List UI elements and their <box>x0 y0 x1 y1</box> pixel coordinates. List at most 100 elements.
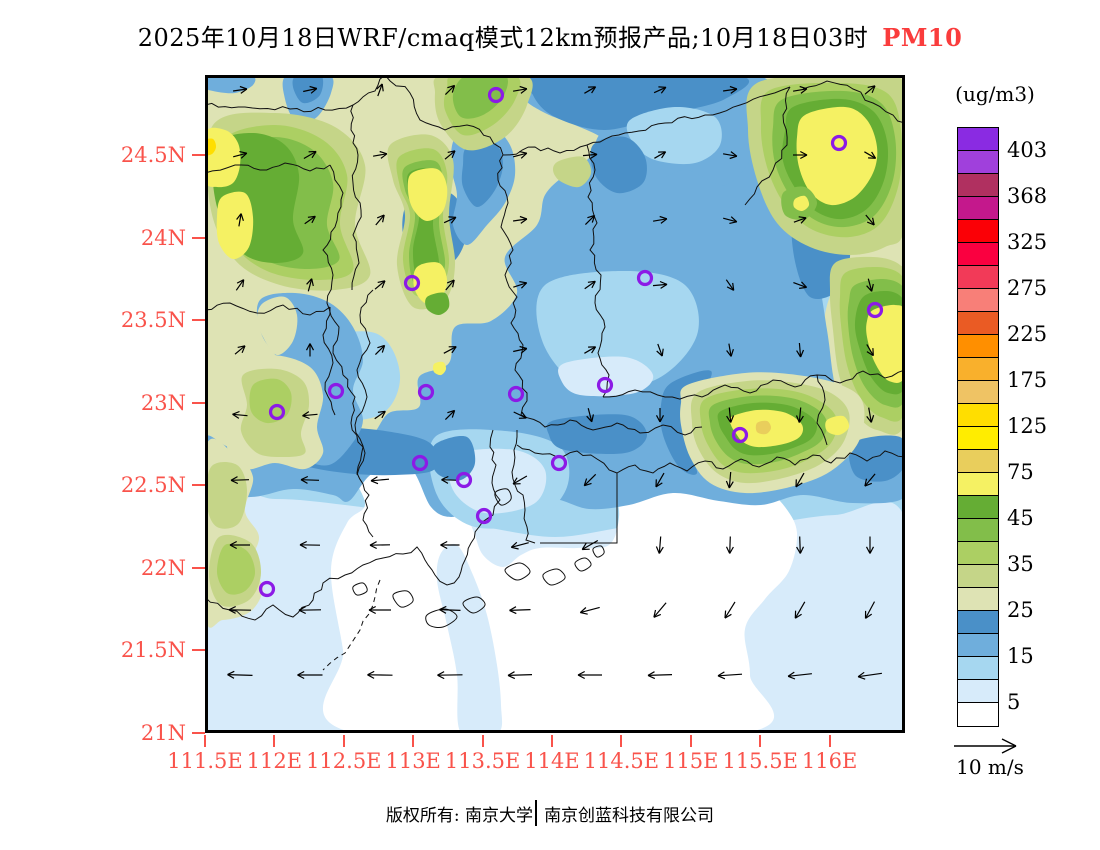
wind-arrow-head <box>451 410 456 418</box>
wind-arrow-head <box>586 415 593 423</box>
lon-tick <box>689 735 692 747</box>
wind-arrow <box>513 411 527 419</box>
wind-arrow-shaft <box>864 151 876 159</box>
wind-arrow-shaft <box>304 215 316 225</box>
wind-arrow <box>369 541 391 550</box>
wind-arrow-head <box>871 151 877 159</box>
wind-arrow-head <box>580 612 588 615</box>
lat-tick <box>192 731 205 734</box>
contour-region <box>461 140 504 208</box>
wind-arrow-shaft <box>300 479 320 481</box>
wind-arrow <box>722 151 738 160</box>
wind-arrow-head <box>717 671 725 677</box>
island <box>574 557 592 572</box>
wind-arrow-head <box>519 345 527 350</box>
wind-arrow-shaft <box>587 408 593 422</box>
wind-arrow-head <box>799 546 805 554</box>
wind-arrow-head <box>507 671 515 676</box>
lat-tick-label: 22N <box>140 555 186 580</box>
wind-arrow-head <box>656 350 663 357</box>
wind-arrow-head <box>591 86 597 94</box>
wind-scale-arrow <box>954 738 1017 754</box>
colorbar-tick-label: 5 <box>1007 690 1021 714</box>
wind-arrow-shaft <box>511 542 529 548</box>
wind-arrow <box>368 605 391 615</box>
wind-arrow-head <box>381 280 386 289</box>
wind-arrow-head <box>439 609 447 614</box>
wind-arrow <box>439 605 461 614</box>
colorbar-tick-label: 75 <box>1007 460 1034 484</box>
wind-arrow-shaft <box>512 475 528 485</box>
wind-arrow-shaft <box>238 213 242 227</box>
wind-arrow <box>857 671 882 680</box>
wind-arrow <box>653 602 667 618</box>
colorbar-segment <box>958 611 998 634</box>
lat-tick <box>192 236 205 239</box>
wind-arrow <box>304 215 316 225</box>
colorbar-segment <box>958 703 998 726</box>
lat-tick <box>192 566 205 569</box>
wind-arrow-head <box>583 478 588 486</box>
wind-arrow-head <box>730 88 738 94</box>
lon-tick <box>273 735 276 747</box>
wind-arrow <box>443 216 457 224</box>
colorbar-segment <box>958 496 998 519</box>
wind-arrow-head <box>591 346 597 354</box>
wind-arrow <box>723 85 738 94</box>
wind-arrow <box>579 606 600 615</box>
wind-arrow-head <box>239 85 248 90</box>
contour-region <box>407 168 448 222</box>
wind-arrow-head <box>227 674 235 679</box>
wind-arrow-head <box>728 481 734 489</box>
wind-arrow <box>582 150 598 159</box>
colorbar-segment <box>958 289 998 312</box>
city-marker <box>866 301 884 319</box>
wind-arrow <box>233 151 248 159</box>
colorbar-segment <box>958 450 998 473</box>
admin-boundary-line <box>350 104 362 291</box>
wind-arrow-head <box>520 218 528 224</box>
wind-arrow <box>298 606 322 615</box>
wind-arrow-head <box>451 85 456 93</box>
wind-arrow-shaft <box>723 217 737 223</box>
wind-arrow-head <box>236 213 242 220</box>
wind-arrow-head <box>230 476 238 481</box>
wind-arrow-head <box>306 278 313 285</box>
wind-arrow <box>866 407 875 423</box>
wind-arrow-shaft <box>584 280 596 290</box>
wind-arrow-shaft <box>652 218 668 222</box>
wind-arrow-head <box>382 214 385 223</box>
colorbar-segment <box>958 358 998 381</box>
wind-arrow-head <box>865 613 873 619</box>
wind-arrow <box>717 671 743 680</box>
contour-region <box>425 292 450 316</box>
wind-arrow-head <box>800 217 807 224</box>
admin-boundary-line <box>205 302 331 316</box>
wind-arrow-head <box>520 348 528 354</box>
city-marker <box>487 86 505 104</box>
wind-arrow-shaft <box>864 601 876 619</box>
colorbar <box>957 127 999 727</box>
contour-region <box>452 75 508 119</box>
wind-arrow-shaft <box>798 407 802 423</box>
wind-arrow-head <box>866 221 875 226</box>
wind-arrow <box>725 536 734 554</box>
city-marker <box>258 580 276 598</box>
wind-arrow-head <box>230 479 239 485</box>
wind-arrow <box>297 670 323 680</box>
wind-arrow <box>726 407 735 423</box>
wind-arrow-head <box>724 610 727 619</box>
wind-arrow-head <box>872 217 875 226</box>
wind-arrow-shaft <box>653 602 667 618</box>
wind-arrow-head <box>587 214 595 219</box>
wind-arrow-head <box>730 415 735 423</box>
lat-tick-label: 21.5N <box>120 638 186 663</box>
admin-boundary-line <box>205 75 386 113</box>
wind-arrow-head <box>300 479 308 484</box>
wind-arrow <box>234 345 246 355</box>
wind-arrow-head <box>796 350 802 358</box>
wind-arrow-head <box>237 345 246 348</box>
wind-arrow-shaft <box>507 674 533 676</box>
wind-arrow-head <box>510 541 518 548</box>
city-marker <box>475 507 493 525</box>
